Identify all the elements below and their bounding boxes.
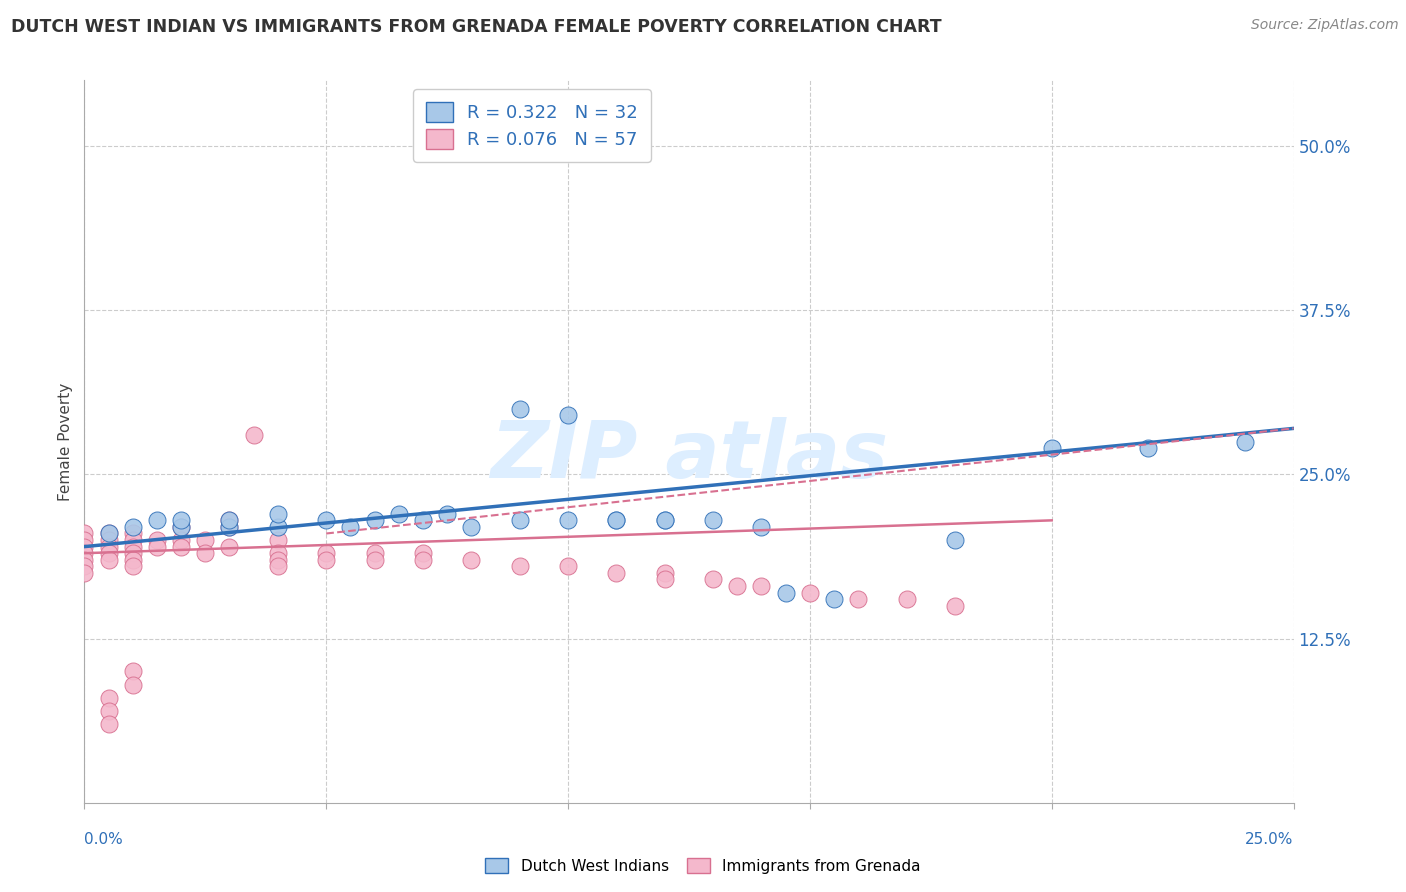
- Point: [702, 573, 724, 587]
- Point: [846, 592, 869, 607]
- Point: [557, 513, 579, 527]
- Point: [121, 546, 143, 560]
- Point: [509, 513, 531, 527]
- Point: [97, 690, 120, 705]
- Point: [194, 533, 217, 547]
- Point: [121, 559, 143, 574]
- Point: [339, 520, 361, 534]
- Point: [121, 520, 143, 534]
- Point: [702, 513, 724, 527]
- Point: [267, 533, 290, 547]
- Point: [823, 592, 845, 607]
- Point: [751, 520, 773, 534]
- Point: [97, 526, 120, 541]
- Point: [170, 540, 193, 554]
- Point: [896, 592, 918, 607]
- Point: [460, 553, 482, 567]
- Point: [97, 540, 120, 554]
- Point: [460, 520, 482, 534]
- Point: [943, 599, 966, 613]
- Point: [267, 507, 290, 521]
- Point: [121, 540, 143, 554]
- Point: [775, 585, 797, 599]
- Point: [509, 559, 531, 574]
- Point: [73, 540, 96, 554]
- Point: [943, 533, 966, 547]
- Point: [73, 553, 96, 567]
- Point: [605, 513, 627, 527]
- Point: [146, 540, 169, 554]
- Point: [146, 513, 169, 527]
- Point: [315, 553, 337, 567]
- Point: [121, 553, 143, 567]
- Point: [1234, 434, 1257, 449]
- Point: [73, 533, 96, 547]
- Point: [121, 526, 143, 541]
- Y-axis label: Female Poverty: Female Poverty: [58, 383, 73, 500]
- Point: [509, 401, 531, 416]
- Point: [97, 533, 120, 547]
- Point: [388, 507, 411, 521]
- Point: [557, 559, 579, 574]
- Point: [751, 579, 773, 593]
- Point: [170, 520, 193, 534]
- Point: [97, 704, 120, 718]
- Point: [97, 717, 120, 731]
- Point: [1137, 441, 1160, 455]
- Point: [654, 573, 676, 587]
- Point: [363, 553, 385, 567]
- Point: [73, 566, 96, 580]
- Point: [605, 566, 627, 580]
- Point: [363, 546, 385, 560]
- Point: [121, 533, 143, 547]
- Point: [97, 546, 120, 560]
- Text: Source: ZipAtlas.com: Source: ZipAtlas.com: [1251, 18, 1399, 32]
- Text: ZIP atlas: ZIP atlas: [489, 417, 889, 495]
- Point: [267, 546, 290, 560]
- Point: [1040, 441, 1063, 455]
- Point: [363, 513, 385, 527]
- Point: [267, 559, 290, 574]
- Point: [121, 665, 143, 679]
- Point: [218, 513, 240, 527]
- Text: DUTCH WEST INDIAN VS IMMIGRANTS FROM GRENADA FEMALE POVERTY CORRELATION CHART: DUTCH WEST INDIAN VS IMMIGRANTS FROM GRE…: [11, 18, 942, 36]
- Point: [725, 579, 748, 593]
- Point: [242, 428, 264, 442]
- Point: [412, 553, 434, 567]
- Point: [218, 520, 240, 534]
- Point: [170, 513, 193, 527]
- Point: [654, 566, 676, 580]
- Point: [654, 513, 676, 527]
- Point: [194, 546, 217, 560]
- Point: [170, 533, 193, 547]
- Point: [97, 526, 120, 541]
- Point: [267, 553, 290, 567]
- Point: [146, 533, 169, 547]
- Point: [267, 520, 290, 534]
- Point: [605, 513, 627, 527]
- Text: 0.0%: 0.0%: [84, 831, 124, 847]
- Point: [218, 513, 240, 527]
- Point: [557, 409, 579, 423]
- Point: [654, 513, 676, 527]
- Point: [436, 507, 458, 521]
- Point: [170, 520, 193, 534]
- Text: 25.0%: 25.0%: [1246, 831, 1294, 847]
- Legend: Dutch West Indians, Immigrants from Grenada: Dutch West Indians, Immigrants from Gren…: [479, 852, 927, 880]
- Point: [218, 540, 240, 554]
- Point: [218, 520, 240, 534]
- Point: [799, 585, 821, 599]
- Point: [73, 559, 96, 574]
- Legend: R = 0.322   N = 32, R = 0.076   N = 57: R = 0.322 N = 32, R = 0.076 N = 57: [413, 89, 651, 161]
- Point: [315, 513, 337, 527]
- Point: [73, 546, 96, 560]
- Point: [121, 677, 143, 691]
- Point: [97, 553, 120, 567]
- Point: [412, 513, 434, 527]
- Point: [412, 546, 434, 560]
- Point: [73, 526, 96, 541]
- Point: [315, 546, 337, 560]
